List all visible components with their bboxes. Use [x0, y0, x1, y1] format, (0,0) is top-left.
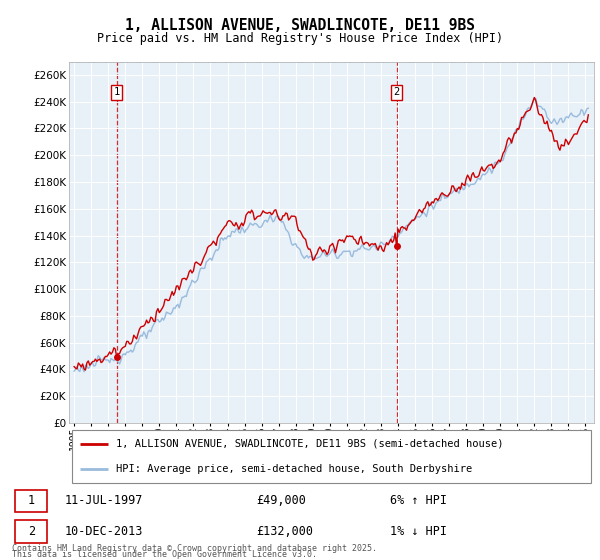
Text: 1, ALLISON AVENUE, SWADLINCOTE, DE11 9BS: 1, ALLISON AVENUE, SWADLINCOTE, DE11 9BS: [125, 18, 475, 33]
Text: 1: 1: [28, 494, 35, 507]
Text: £49,000: £49,000: [256, 494, 307, 507]
Text: £132,000: £132,000: [256, 525, 313, 538]
FancyBboxPatch shape: [15, 520, 47, 543]
Text: 11-JUL-1997: 11-JUL-1997: [64, 494, 143, 507]
Text: 1, ALLISON AVENUE, SWADLINCOTE, DE11 9BS (semi-detached house): 1, ALLISON AVENUE, SWADLINCOTE, DE11 9BS…: [116, 438, 504, 449]
Text: 10-DEC-2013: 10-DEC-2013: [64, 525, 143, 538]
Text: HPI: Average price, semi-detached house, South Derbyshire: HPI: Average price, semi-detached house,…: [116, 464, 473, 474]
Text: Price paid vs. HM Land Registry's House Price Index (HPI): Price paid vs. HM Land Registry's House …: [97, 32, 503, 45]
FancyBboxPatch shape: [71, 430, 592, 483]
Text: 2: 2: [394, 87, 400, 97]
FancyBboxPatch shape: [15, 489, 47, 512]
Text: 1: 1: [113, 87, 120, 97]
Text: 1% ↓ HPI: 1% ↓ HPI: [391, 525, 448, 538]
Text: 2: 2: [28, 525, 35, 538]
Text: 6% ↑ HPI: 6% ↑ HPI: [391, 494, 448, 507]
Text: This data is licensed under the Open Government Licence v3.0.: This data is licensed under the Open Gov…: [12, 550, 317, 559]
Text: Contains HM Land Registry data © Crown copyright and database right 2025.: Contains HM Land Registry data © Crown c…: [12, 544, 377, 553]
